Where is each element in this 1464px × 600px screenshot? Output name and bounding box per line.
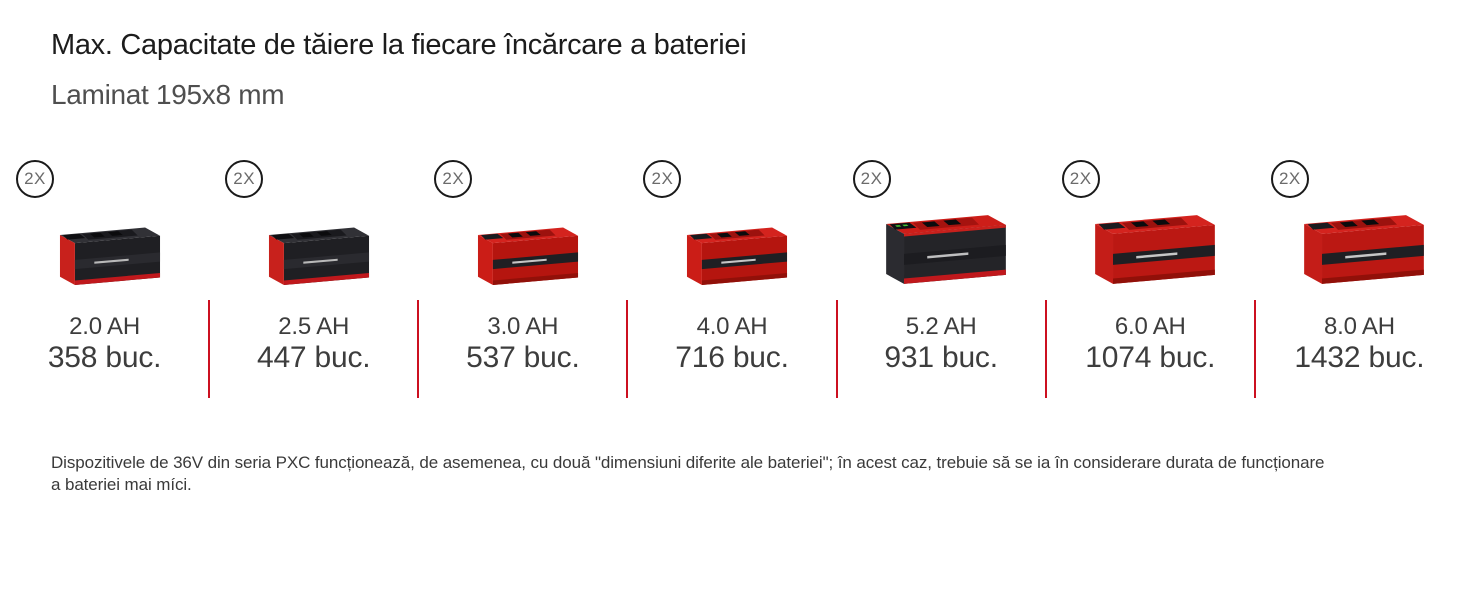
cut-count-label: 358 buc. bbox=[47, 341, 162, 374]
battery-column-3.0ah: 2X 3.0 AH 537 buc. bbox=[418, 160, 627, 398]
header: Max. Capacitate de tăiere la fiecare înc… bbox=[51, 28, 747, 111]
page-subtitle: Laminat 195x8 mm bbox=[51, 79, 285, 110]
column-divider bbox=[835, 300, 838, 398]
column-divider bbox=[1044, 300, 1047, 398]
battery-visual: 2X bbox=[418, 160, 627, 292]
quantity-badge-label: 2X bbox=[1278, 169, 1301, 188]
quantity-badge: 2X bbox=[1270, 160, 1309, 198]
battery-pack-icon bbox=[268, 227, 369, 285]
quantity-badge: 2X bbox=[852, 160, 891, 198]
battery-column-5.2ah: 2X 5.2 AH 931 buc. bbox=[837, 160, 1046, 398]
quantity-badge: 2X bbox=[1061, 160, 1100, 198]
battery-pack-icon bbox=[477, 227, 578, 285]
quantity-badge-label: 2X bbox=[1069, 169, 1092, 188]
quantity-badge: 2X bbox=[16, 160, 54, 198]
capacity-label: 8.0 AH bbox=[1323, 313, 1395, 340]
column-divider bbox=[1253, 300, 1256, 398]
battery-visual: 2X bbox=[209, 160, 418, 292]
battery-column-8.0ah: 2X 8.0 AH 1432 buc. bbox=[1255, 160, 1464, 398]
battery-comparison-row: 2X 2.0 AH 358 buc. 2X 2.5 AH 447 buc. 2X bbox=[0, 160, 1464, 398]
battery-labels: 5.2 AH 931 buc. bbox=[837, 292, 1046, 398]
battery-visual: 2X bbox=[627, 160, 836, 292]
capacity-label: 3.0 AH bbox=[487, 313, 559, 340]
capacity-label: 2.0 AH bbox=[69, 313, 140, 340]
capacity-label: 4.0 AH bbox=[696, 313, 768, 340]
page-title: Max. Capacitate de tăiere la fiecare înc… bbox=[51, 29, 747, 61]
battery-pack-icon bbox=[59, 227, 160, 285]
battery-visual: 2X bbox=[1255, 160, 1464, 292]
battery-pack-icon bbox=[1304, 215, 1425, 284]
battery-labels: 2.0 AH 358 buc. bbox=[0, 292, 209, 398]
quantity-badge: 2X bbox=[225, 160, 264, 198]
quantity-badge-label: 2X bbox=[860, 169, 883, 188]
battery-visual: 2X bbox=[837, 160, 1046, 292]
quantity-badge: 2X bbox=[643, 160, 682, 198]
column-divider bbox=[208, 300, 211, 398]
capacity-label: 6.0 AH bbox=[1114, 313, 1186, 340]
battery-column-2.5ah: 2X 2.5 AH 447 buc. bbox=[209, 160, 418, 398]
quantity-badge-label: 2X bbox=[442, 169, 465, 188]
battery-labels: 3.0 AH 537 buc. bbox=[418, 292, 627, 398]
cut-count-label: 716 buc. bbox=[675, 341, 789, 374]
capacity-label: 2.5 AH bbox=[278, 313, 350, 340]
cut-count-label: 447 buc. bbox=[256, 341, 371, 374]
cut-count-label: 1432 buc. bbox=[1294, 341, 1425, 374]
cut-count-label: 931 buc. bbox=[884, 341, 998, 374]
capacity-label: 5.2 AH bbox=[905, 313, 977, 340]
battery-visual: 2X bbox=[1046, 160, 1255, 292]
battery-labels: 4.0 AH 716 buc. bbox=[627, 292, 836, 398]
cut-count-label: 1074 buc. bbox=[1085, 341, 1216, 374]
battery-visual: 2X bbox=[0, 160, 209, 292]
quantity-badge-label: 2X bbox=[233, 169, 256, 188]
quantity-badge: 2X bbox=[434, 160, 473, 198]
quantity-badge-label: 2X bbox=[651, 169, 674, 188]
column-divider bbox=[626, 300, 629, 398]
quantity-badge-label: 2X bbox=[24, 169, 46, 188]
battery-labels: 8.0 AH 1432 buc. bbox=[1255, 292, 1464, 398]
battery-labels: 6.0 AH 1074 buc. bbox=[1046, 292, 1255, 398]
battery-pack-icon bbox=[686, 227, 788, 285]
footnote-text: Dispozitivele de 36V din seria PXC funcț… bbox=[51, 453, 1325, 494]
battery-pack-icon bbox=[886, 215, 1006, 284]
battery-labels: 2.5 AH 447 buc. bbox=[209, 292, 418, 398]
cut-count-label: 537 buc. bbox=[466, 341, 580, 374]
battery-pack-icon bbox=[1095, 215, 1216, 284]
battery-column-6.0ah: 2X 6.0 AH 1074 buc. bbox=[1046, 160, 1255, 398]
column-divider bbox=[417, 300, 420, 398]
battery-column-2.0ah: 2X 2.0 AH 358 buc. bbox=[0, 160, 209, 398]
battery-column-4.0ah: 2X 4.0 AH 716 buc. bbox=[627, 160, 836, 398]
